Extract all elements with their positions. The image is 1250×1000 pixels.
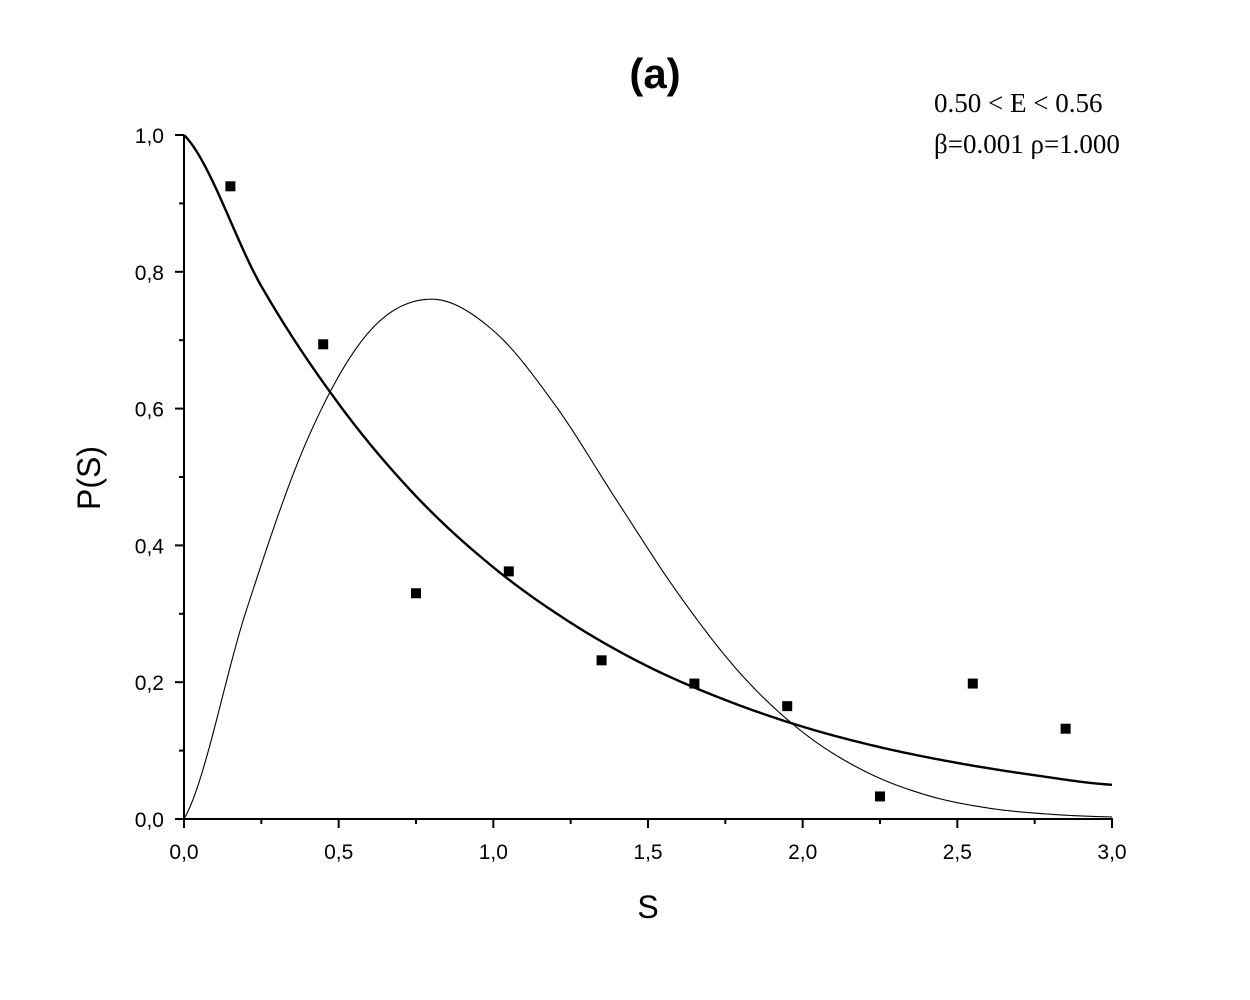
y-tick-label: 0,0 [135, 809, 164, 832]
tick-labels: 0,0 0,5 1,0 1,5 2,0 2,5 3,0 0,0 0,2 0,4 0,6 0,8 1,0 [135, 125, 1127, 864]
data-point [503, 566, 514, 577]
y-tick-label: 0,6 [135, 399, 164, 422]
y-tick-label: 0,2 [135, 672, 164, 695]
data-point [411, 588, 421, 599]
annotation-energy-range: 0.50 < E < 0.56 [934, 88, 1102, 118]
y-axis-label: P(S) [71, 446, 107, 510]
x-axis-label: S [637, 889, 658, 925]
data-point [782, 701, 793, 712]
data-point [875, 791, 885, 802]
wigner-curve [183, 298, 1113, 820]
chart-title: (a) [629, 50, 680, 97]
tick-marks [175, 134, 1113, 828]
data-point [318, 339, 329, 350]
annotation-parameters: β=0.001 ρ=1.000 [934, 129, 1120, 159]
y-tick-label: 0,8 [135, 262, 164, 285]
data-point [596, 655, 607, 666]
x-tick-label: 2,0 [788, 841, 817, 864]
x-tick-label: 0,5 [324, 841, 353, 864]
curves [183, 134, 1113, 820]
data-point [967, 678, 978, 689]
x-tick-label: 3,0 [1097, 841, 1126, 864]
x-tick-label: 2,5 [943, 841, 972, 864]
y-tick-label: 1,0 [135, 125, 164, 148]
x-tick-label: 0,0 [169, 841, 198, 864]
poisson-curve [183, 134, 1113, 786]
x-tick-label: 1,0 [479, 841, 508, 864]
y-tick-label: 0,4 [135, 535, 165, 558]
x-tick-label: 1,5 [633, 841, 662, 864]
data-point [1060, 723, 1071, 734]
data-point [689, 678, 700, 689]
axes [183, 135, 1113, 820]
data-points [225, 181, 1071, 802]
data-point [225, 181, 236, 192]
